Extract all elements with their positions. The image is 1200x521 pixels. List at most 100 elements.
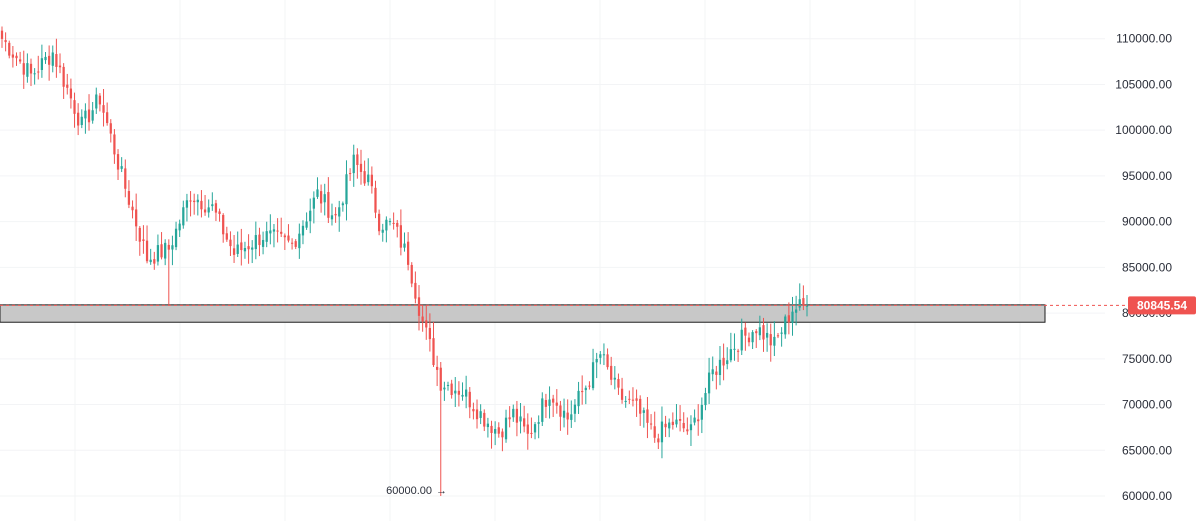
- candle-body: [526, 424, 529, 434]
- y-tick-label: 110000.00: [1116, 32, 1172, 46]
- candle-body: [396, 222, 399, 227]
- candle-body: [77, 112, 80, 126]
- candle-body: [791, 311, 794, 323]
- candle-body: [33, 73, 36, 75]
- candle-body: [762, 325, 765, 340]
- low-price-label: 60000.00: [386, 485, 432, 497]
- candle-body: [537, 422, 540, 424]
- candle-body: [399, 225, 402, 248]
- candle-body: [653, 426, 656, 438]
- candle-body: [733, 348, 736, 350]
- candle-body: [40, 58, 44, 70]
- candle-body: [794, 309, 798, 313]
- candle-body: [116, 154, 120, 170]
- candle-body: [109, 123, 112, 134]
- candle-body: [747, 337, 751, 343]
- candle-body: [319, 191, 323, 204]
- candle-body: [0, 30, 4, 39]
- candle-body: [222, 214, 225, 235]
- candle-body: [84, 110, 87, 119]
- candle-body: [127, 191, 131, 205]
- candle-body: [675, 419, 678, 425]
- candle-body: [171, 245, 174, 250]
- candle-body: [367, 174, 370, 183]
- candle-body: [523, 418, 526, 427]
- candle-body: [370, 174, 373, 187]
- candle-body: [515, 408, 519, 423]
- candle-body: [138, 227, 141, 242]
- candle-body: [69, 88, 73, 99]
- candle-body: [167, 244, 170, 250]
- candle-body: [697, 419, 700, 422]
- candle-body: [457, 390, 461, 395]
- candle-body: [87, 109, 91, 123]
- candle-body: [450, 383, 453, 396]
- candle-body: [124, 168, 127, 189]
- candle-body: [338, 207, 341, 217]
- candle-body: [80, 116, 83, 126]
- price-axis[interactable]: 110000.00 105000.00 100000.00 95000.00 90000…: [1115, 32, 1196, 503]
- candle-body: [301, 225, 305, 236]
- candle-body: [44, 56, 47, 61]
- candle-body: [62, 66, 65, 87]
- candle-body: [280, 231, 283, 234]
- candle-body: [530, 432, 533, 434]
- candle-body: [160, 244, 163, 258]
- candle-body: [566, 412, 569, 420]
- candle-body: [512, 408, 515, 418]
- candle-body: [251, 247, 254, 250]
- candle-body: [704, 393, 707, 406]
- candle-body: [305, 221, 308, 228]
- candle-body: [145, 240, 149, 262]
- candle-body: [715, 371, 718, 375]
- candle-body: [508, 417, 511, 420]
- candle-body: [649, 423, 653, 425]
- candle-body: [341, 203, 344, 206]
- support-zone: [0, 304, 1046, 323]
- candle-body: [106, 112, 109, 124]
- candle-body: [240, 242, 243, 251]
- candle-body: [541, 398, 544, 422]
- candle-body: [475, 409, 479, 420]
- candle-body: [671, 421, 674, 426]
- candle-body: [722, 357, 725, 366]
- candle-body: [272, 229, 276, 232]
- candle-body: [363, 171, 366, 184]
- candle-body: [664, 423, 667, 428]
- candles: [0, 26, 809, 496]
- candle-body: [156, 245, 160, 262]
- candle-body: [113, 134, 116, 155]
- candle-body: [443, 387, 446, 390]
- candle-body: [261, 239, 265, 247]
- candle-body: [689, 424, 693, 431]
- candle-body: [577, 390, 580, 407]
- candle-body: [8, 42, 11, 56]
- candle-body: [218, 211, 221, 215]
- candle-body: [312, 197, 315, 209]
- candle-body: [595, 358, 598, 363]
- candle-body: [490, 425, 493, 433]
- candle-body: [805, 305, 809, 307]
- candle-body: [414, 282, 417, 299]
- candle-body: [388, 221, 392, 223]
- candle-body: [479, 411, 482, 418]
- candle-body: [486, 423, 490, 428]
- candle-body: [29, 63, 33, 74]
- candle-body: [646, 409, 649, 423]
- candle-body: [265, 231, 268, 242]
- candle-body: [617, 378, 620, 388]
- candle-body: [613, 377, 616, 380]
- candle-body: [211, 204, 214, 207]
- candle-body: [381, 229, 384, 233]
- candle-body: [73, 100, 76, 114]
- candle-body: [348, 173, 352, 175]
- candle-body: [164, 242, 167, 259]
- candle-body: [102, 105, 105, 113]
- candle-body: [15, 55, 18, 59]
- candle-body: [468, 391, 471, 408]
- candle-body: [573, 404, 577, 414]
- candle-body: [203, 209, 207, 213]
- candle-body: [707, 372, 711, 394]
- candle-body: [798, 299, 801, 308]
- candle-body: [120, 166, 123, 169]
